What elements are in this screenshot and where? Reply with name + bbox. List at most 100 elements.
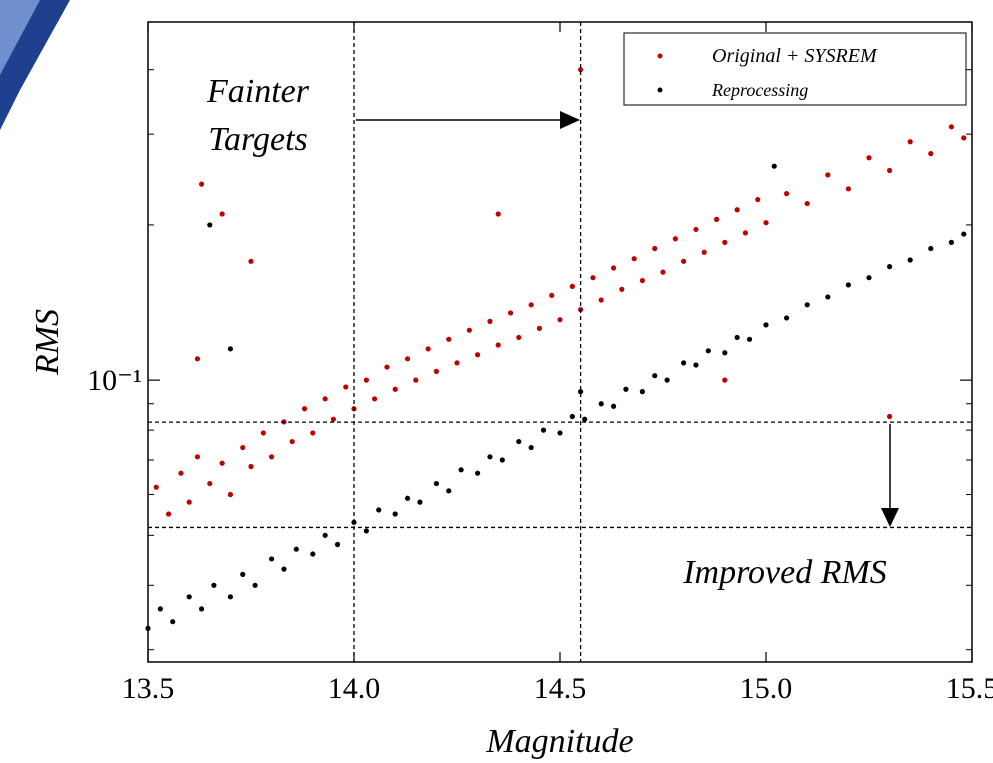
point [166, 511, 172, 517]
point [219, 211, 225, 217]
point [722, 377, 728, 383]
point [433, 368, 439, 374]
annotation: Improved RMS [682, 554, 887, 591]
point [334, 541, 341, 548]
x-tick-label: 15.5 [946, 672, 993, 705]
point [578, 67, 584, 73]
point [639, 389, 646, 395]
point [252, 582, 258, 588]
point [755, 196, 761, 203]
point [227, 594, 233, 600]
x-axis-label: Magnitude [485, 723, 633, 760]
point [281, 566, 287, 572]
point [948, 124, 955, 130]
point [507, 310, 514, 316]
y-tick-label: 10⁻¹ [87, 364, 142, 397]
point [516, 438, 522, 445]
point [404, 356, 411, 362]
point [528, 444, 534, 451]
point [693, 362, 699, 368]
point [260, 430, 266, 436]
point [475, 470, 481, 476]
point [475, 352, 481, 358]
annotation: Targets [208, 121, 308, 158]
point [722, 239, 728, 245]
point [227, 346, 233, 352]
point [322, 396, 328, 402]
point [330, 416, 336, 422]
point [582, 416, 588, 422]
point [693, 226, 699, 233]
point [499, 457, 505, 463]
point [413, 377, 419, 383]
arrow-head [560, 111, 580, 129]
point [417, 499, 423, 505]
point [713, 216, 720, 222]
point [590, 275, 596, 281]
point [610, 403, 617, 409]
point [763, 322, 769, 328]
point [248, 258, 254, 264]
point [363, 528, 369, 534]
point [623, 386, 629, 392]
point [322, 532, 328, 538]
point [961, 231, 967, 237]
marks [145, 67, 967, 631]
point [186, 499, 192, 505]
point [907, 257, 913, 263]
point [722, 350, 728, 356]
point [825, 294, 831, 300]
point [825, 172, 831, 178]
point [392, 511, 398, 517]
point [948, 239, 955, 245]
point [845, 282, 852, 288]
legend-label: Original + SYSREM [712, 45, 878, 67]
point [569, 413, 575, 420]
point [557, 317, 563, 323]
point [652, 373, 658, 379]
point [392, 386, 398, 392]
point [734, 207, 740, 213]
point [528, 302, 534, 308]
point [211, 582, 217, 588]
point [207, 222, 213, 228]
point [487, 454, 493, 460]
legend-box [623, 32, 967, 106]
point [928, 151, 934, 157]
point [145, 625, 151, 631]
point [887, 413, 893, 420]
point [557, 430, 563, 436]
point [660, 269, 666, 275]
point [376, 507, 382, 513]
point [887, 264, 893, 270]
point [742, 230, 749, 236]
point [384, 364, 390, 370]
point [466, 327, 472, 333]
x-tick-label: 14.5 [534, 672, 587, 705]
point [293, 546, 299, 552]
point [598, 297, 604, 303]
point [701, 249, 707, 255]
point [454, 360, 460, 366]
point [207, 480, 213, 487]
point [907, 139, 913, 145]
legend-marker [657, 87, 663, 93]
point [240, 444, 246, 451]
point [404, 495, 411, 501]
point [446, 336, 452, 342]
point [804, 200, 810, 207]
point [425, 346, 431, 352]
point [343, 384, 349, 390]
point [198, 181, 205, 187]
legend: Original + SYSREM Reprocessing [623, 32, 967, 106]
point [363, 377, 369, 383]
point [178, 470, 184, 476]
point [446, 488, 452, 494]
point [705, 348, 711, 354]
x-tick-label: 15.0 [740, 672, 793, 705]
arrow-head [881, 508, 899, 527]
point [681, 258, 687, 264]
point [194, 454, 201, 460]
